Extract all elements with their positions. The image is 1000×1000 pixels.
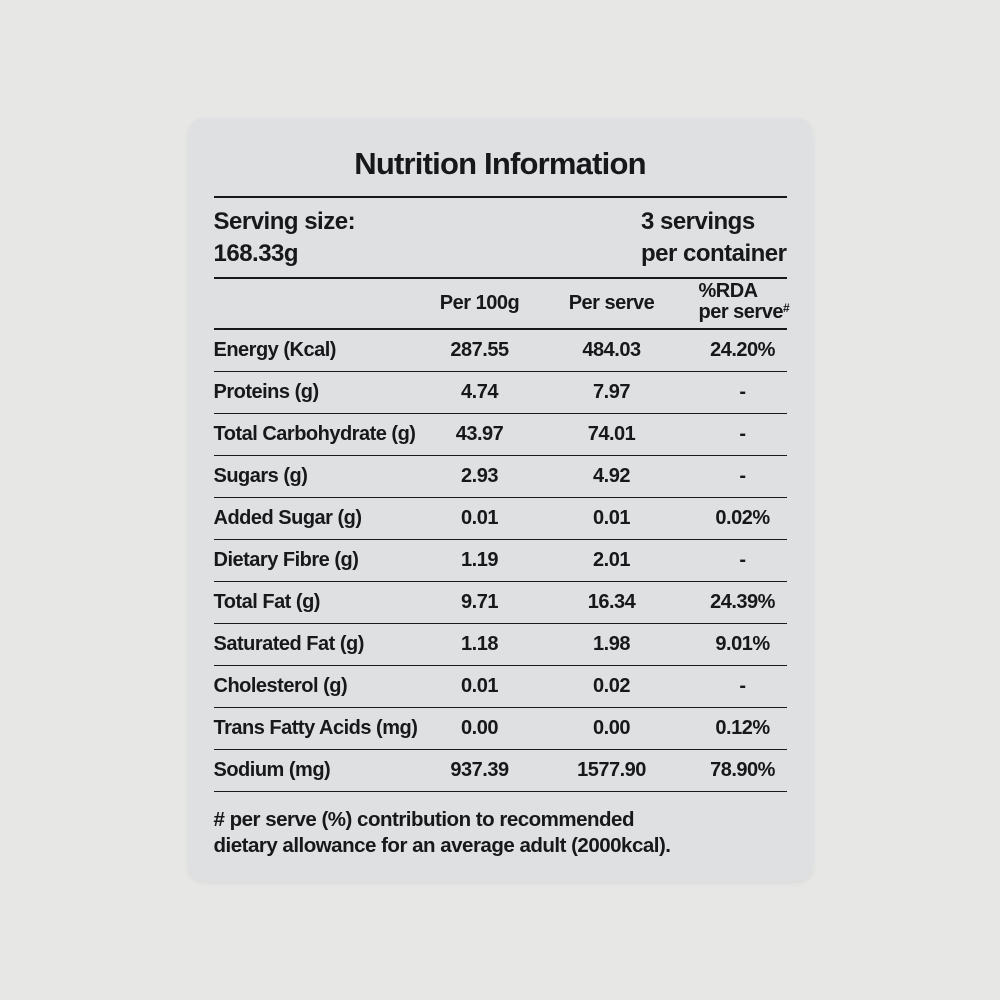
- per-serve-value: 484.03: [582, 339, 641, 361]
- rda-value: -: [739, 675, 746, 697]
- rda-value: -: [739, 423, 746, 445]
- serving-section: Serving size: 168.33g 3 servings per con…: [213, 198, 787, 279]
- table-row: Total Carbohydrate (g) 43.97 74.01 -: [213, 414, 787, 456]
- per-100g-value: 43.97: [455, 423, 504, 445]
- per-100g-value: 0.00: [461, 717, 498, 739]
- per-100g-value: 1.19: [461, 549, 498, 571]
- table-row: Saturated Fat (g) 1.18 1.98 9.01%: [213, 624, 787, 666]
- rda-value: 0.02%: [715, 507, 770, 529]
- serving-size-label: Serving size:: [213, 207, 356, 235]
- table-row: Sodium (mg) 937.39 1577.90 78.90%: [213, 750, 787, 792]
- per-serve-value: 4.92: [593, 465, 630, 487]
- per-100g-value: 9.71: [461, 591, 498, 613]
- column-header-per-serve: Per serve: [568, 292, 655, 314]
- rda-footnote-marker: #: [782, 301, 790, 315]
- page-title: Nutrition Information: [354, 146, 646, 181]
- table-row: Total Fat (g) 9.71 16.34 24.39%: [213, 582, 787, 624]
- rda-value: 0.12%: [715, 717, 770, 739]
- nutrient-label: Saturated Fat (g): [213, 633, 365, 655]
- per-serve-value: 74.01: [587, 423, 636, 445]
- per-100g-value: 287.55: [450, 339, 509, 361]
- per-100g-value: 2.93: [461, 465, 498, 487]
- per-100g-value: 0.01: [461, 507, 498, 529]
- table-row: Cholesterol (g) 0.01 0.02 -: [213, 666, 787, 708]
- nutrient-label: Trans Fatty Acids (mg): [213, 717, 418, 739]
- per-serve-value: 1.98: [593, 633, 630, 655]
- per-100g-value: 4.74: [461, 381, 498, 403]
- per-100g-value: 937.39: [450, 759, 509, 781]
- table-row: Added Sugar (g) 0.01 0.01 0.02%: [213, 498, 787, 540]
- per-serve-value: 1577.90: [577, 759, 646, 781]
- servings-per-container-block: 3 servings per container: [641, 206, 787, 270]
- nutrient-label: Dietary Fibre (g): [213, 549, 359, 571]
- table-row: Energy (Kcal) 287.55 484.03 24.20%: [213, 330, 787, 372]
- serving-size-block: Serving size: 168.33g: [214, 206, 356, 270]
- table-row: Dietary Fibre (g) 1.19 2.01 -: [213, 540, 787, 582]
- column-header-rda: %RDA per serve#: [698, 280, 790, 324]
- footnote-line-1: # per serve (%) contribution to recommen…: [213, 808, 635, 831]
- column-header-per-100g: Per 100g: [439, 292, 520, 314]
- nutrient-label: Added Sugar (g): [213, 507, 363, 529]
- nutrient-label: Total Carbohydrate (g): [213, 423, 416, 445]
- nutrient-label: Proteins (g): [213, 381, 320, 403]
- rda-value: 24.20%: [710, 339, 775, 361]
- serving-size-value: 168.33g: [213, 239, 299, 267]
- table-header-row: Per 100g Per serve %RDA per serve#: [213, 279, 790, 330]
- rda-value: 9.01%: [715, 633, 770, 655]
- table-row: Trans Fatty Acids (mg) 0.00 0.00 0.12%: [213, 708, 787, 750]
- footnote: # per serve (%) contribution to recommen…: [214, 792, 787, 859]
- table-row: Proteins (g) 4.74 7.97 -: [213, 372, 787, 414]
- servings-per-container-label: per container: [640, 239, 787, 267]
- per-serve-value: 0.02: [593, 675, 630, 697]
- rda-value: 78.90%: [710, 759, 775, 781]
- per-100g-value: 0.01: [461, 675, 498, 697]
- per-100g-value: 1.18: [461, 633, 498, 655]
- per-serve-value: 2.01: [593, 549, 630, 571]
- table-row: Sugars (g) 2.93 4.92 -: [213, 456, 787, 498]
- per-serve-value: 7.97: [593, 381, 630, 403]
- per-serve-value: 0.01: [593, 507, 630, 529]
- nutrient-label: Total Fat (g): [213, 591, 321, 613]
- per-serve-value: 16.34: [587, 591, 636, 613]
- rda-header-text: %RDA per serve#: [698, 280, 790, 323]
- per-serve-value: 0.00: [593, 717, 630, 739]
- nutrient-label: Cholesterol (g): [213, 675, 348, 697]
- servings-count: 3 servings: [640, 207, 755, 235]
- nutrient-label: Sodium (mg): [213, 759, 331, 781]
- nutrient-label: Energy (Kcal): [213, 339, 337, 361]
- title-block: Nutrition Information: [213, 118, 787, 198]
- rda-value: -: [739, 465, 746, 487]
- rda-value: -: [739, 381, 746, 403]
- footnote-line-2: dietary allowance for an average adult (…: [213, 834, 671, 857]
- nutrient-label: Sugars (g): [213, 465, 308, 487]
- nutrition-label-card: Nutrition Information Serving size: 168.…: [187, 118, 813, 881]
- rda-value: 24.39%: [710, 591, 775, 613]
- rda-value: -: [739, 549, 746, 571]
